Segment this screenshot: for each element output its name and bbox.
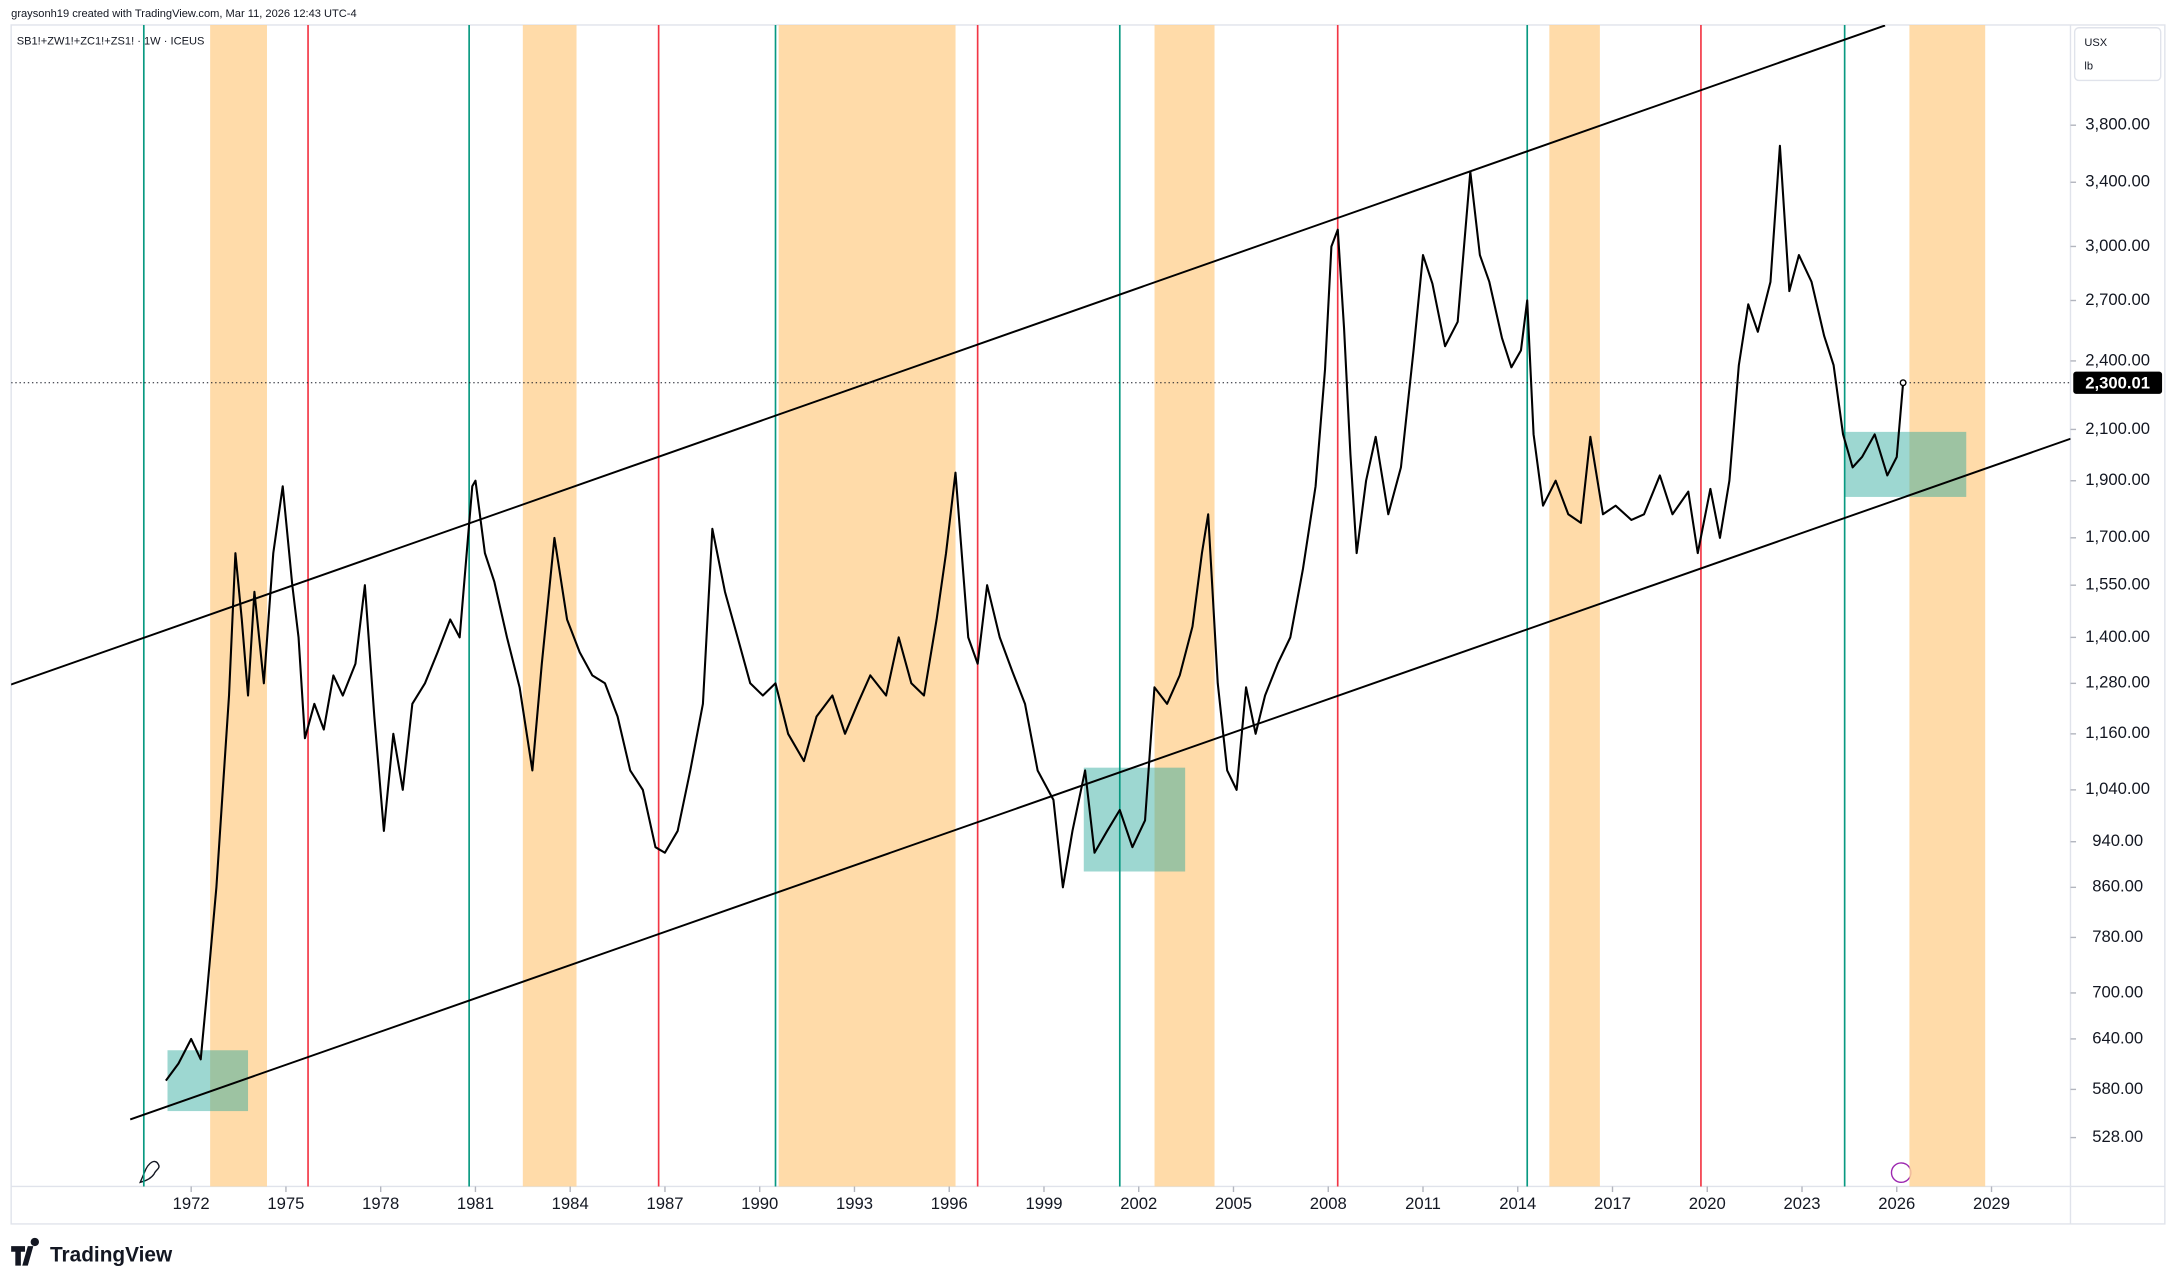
y-tick-label: 1,400.00	[2085, 627, 2150, 646]
dino-icon	[139, 1160, 160, 1184]
highlight-band	[1909, 24, 1986, 1187]
x-tick-label: 1999	[1025, 1194, 1062, 1213]
trend-line	[11, 24, 1886, 686]
y-tick-label: 940.00	[2092, 831, 2143, 850]
x-tick-label: 1996	[931, 1194, 968, 1213]
price-line	[165, 144, 1905, 1082]
x-tick-label: 2029	[1973, 1194, 2010, 1213]
y-tick-label: 1,900.00	[2085, 470, 2150, 489]
y-tick-label: 528.00	[2092, 1127, 2143, 1146]
x-tick-label: 2005	[1215, 1194, 1252, 1213]
y-tick-label: 2,100.00	[2085, 419, 2150, 438]
x-tick-label: 1984	[552, 1194, 589, 1213]
y-tick-label: 860.00	[2092, 877, 2143, 896]
currency: USX	[2084, 37, 2107, 49]
x-tick-label: 1987	[646, 1194, 683, 1213]
y-tick-label: 1,160.00	[2085, 723, 2150, 742]
plot-area	[11, 24, 2071, 1187]
symbol-legend: SB1!+ZW1!+ZC1!+ZS1! · 1W · ICEUS	[17, 36, 205, 48]
y-tick-label: 700.00	[2092, 982, 2143, 1001]
y-tick-label: 780.00	[2092, 927, 2143, 946]
x-tick-label: 1990	[741, 1194, 778, 1213]
zone-box	[1083, 767, 1186, 872]
chart-frame	[10, 24, 2166, 1225]
x-tick-label: 2023	[1783, 1194, 1820, 1213]
highlight-band	[210, 24, 267, 1187]
currency-box[interactable]	[2073, 27, 2162, 82]
highlight-band	[522, 24, 577, 1187]
y-tick-label: 580.00	[2092, 1079, 2143, 1098]
last-price-label: 2,300.01	[2085, 374, 2150, 393]
last-price-badge	[2073, 371, 2163, 394]
y-tick-label: 1,550.00	[2085, 575, 2150, 594]
last-point	[1899, 379, 1907, 387]
unit: lb	[2084, 61, 2093, 73]
y-tick-label: 1,040.00	[2085, 779, 2150, 798]
y-tick-label: 1,700.00	[2085, 527, 2150, 546]
x-tick-label: 1993	[836, 1194, 873, 1213]
y-tick-label: 3,000.00	[2085, 236, 2150, 255]
brand-logo	[11, 1237, 39, 1266]
highlight-band	[1154, 24, 1215, 1187]
trend-line	[129, 437, 2071, 1121]
x-tick-label: 2026	[1878, 1194, 1915, 1213]
x-tick-label: 2011	[1405, 1194, 1441, 1213]
x-tick-label: 1981	[457, 1194, 494, 1213]
attribution: graysonh19 created with TradingView.com,…	[11, 8, 357, 20]
x-tick-label: 1975	[267, 1194, 304, 1213]
y-tick-label: 1,280.00	[2085, 673, 2150, 692]
y-tick-label: 2,700.00	[2085, 290, 2150, 309]
x-tick-label: 2014	[1499, 1194, 1536, 1213]
y-tick-label: 2,400.00	[2085, 350, 2150, 369]
x-tick-label: 1972	[173, 1194, 210, 1213]
y-tick-label: 640.00	[2092, 1028, 2143, 1047]
y-tick-label: 3,400.00	[2085, 172, 2150, 191]
x-tick-label: 1978	[362, 1194, 399, 1213]
x-tick-label: 2017	[1594, 1194, 1631, 1213]
zone-box	[1844, 431, 1967, 497]
highlight-band	[778, 24, 956, 1187]
x-tick-label: 2020	[1689, 1194, 1726, 1213]
event-icon[interactable]	[1890, 1162, 1912, 1184]
highlight-band	[1549, 24, 1600, 1187]
y-tick-label: 3,800.00	[2085, 115, 2150, 134]
x-tick-label: 2002	[1120, 1194, 1157, 1213]
brand: TradingView	[50, 1243, 173, 1266]
x-tick-label: 2008	[1310, 1194, 1347, 1213]
